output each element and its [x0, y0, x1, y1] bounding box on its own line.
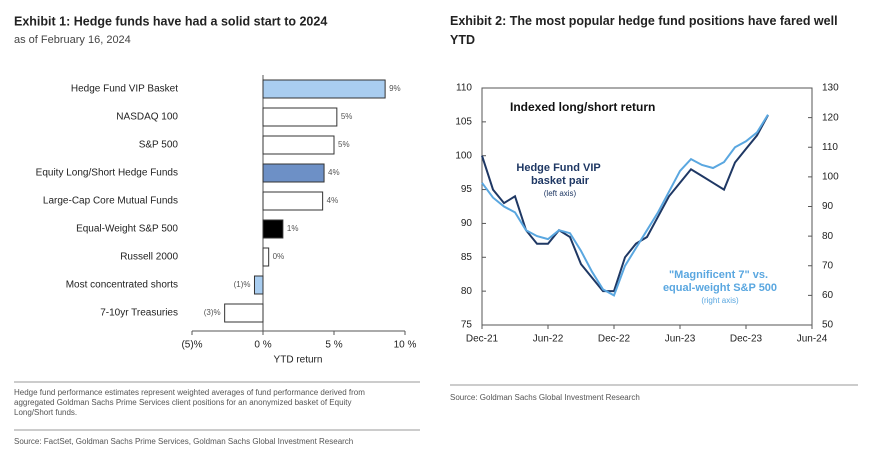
x-tick-label: Dec-23 [730, 334, 763, 345]
y2-tick-label: 50 [822, 320, 834, 331]
x-tick-label: Jun-23 [665, 334, 696, 345]
chart-title: Exhibit 1: Hedge funds have had a solid … [14, 14, 327, 28]
bar [253, 275, 264, 295]
category-label: Hedge Fund VIP Basket [71, 84, 178, 95]
y-tick-label: 75 [461, 320, 473, 331]
y-tick-label: 95 [461, 184, 473, 195]
category-label: Equal-Weight S&P 500 [76, 224, 178, 235]
y2-tick-label: 130 [822, 83, 839, 94]
footnote: Hedge fund performance estimates represe… [14, 388, 367, 417]
bar [262, 163, 325, 183]
x-tick-label: 10 % [394, 340, 417, 351]
y-tick-label: 80 [461, 286, 473, 297]
source: Source: Goldman Sachs Global Investment … [450, 393, 640, 402]
bar [262, 79, 386, 99]
series-line [481, 114, 769, 293]
y-tick-label: 100 [455, 150, 472, 161]
category-label: Russell 2000 [120, 252, 178, 263]
series-line [481, 114, 769, 297]
bar [262, 107, 338, 127]
category-label: Most concentrated shorts [66, 280, 178, 291]
series-note: (left axis) [544, 189, 577, 198]
value-label: 0% [273, 252, 285, 261]
x-axis-label: YTD return [274, 355, 323, 366]
bar [224, 303, 264, 323]
y-tick-label: 85 [461, 252, 473, 263]
y-tick-label: 105 [455, 116, 472, 127]
source: Source: FactSet, Goldman Sachs Prime Ser… [14, 437, 353, 446]
category-label: Equity Long/Short Hedge Funds [36, 168, 178, 179]
y2-tick-label: 100 [822, 172, 839, 183]
bar [262, 135, 335, 155]
x-tick-label: 0 % [254, 340, 271, 351]
y2-tick-label: 120 [822, 112, 839, 123]
x-tick-label: Dec-22 [598, 334, 631, 345]
y2-tick-label: 90 [822, 201, 834, 212]
value-label: 5% [341, 112, 353, 121]
x-tick-label: Jun-22 [533, 334, 564, 345]
bar [262, 219, 284, 239]
value-label: 9% [389, 84, 401, 93]
y-tick-label: 90 [461, 218, 473, 229]
value-label: (1)% [234, 280, 251, 289]
annotation: Indexed long/short return [510, 100, 655, 114]
x-tick-label: Jun-24 [797, 334, 828, 345]
value-label: 5% [338, 140, 350, 149]
category-label: Large-Cap Core Mutual Funds [43, 196, 178, 207]
value-label: 4% [327, 196, 339, 205]
value-label: 1% [287, 224, 299, 233]
series-label: "Magnificent 7" vs. equal-weight S&P 500 [663, 269, 777, 294]
y2-tick-label: 110 [822, 142, 838, 153]
chart-subtitle: as of February 16, 2024 [14, 34, 131, 46]
x-tick-label: Dec-21 [466, 334, 499, 345]
series-note: (right axis) [701, 296, 739, 305]
y2-tick-label: 60 [822, 290, 834, 301]
series-label: Hedge Fund VIP basket pair [516, 162, 603, 187]
category-label: S&P 500 [139, 140, 179, 151]
category-label: 7-10yr Treasuries [100, 308, 178, 319]
y2-tick-label: 80 [822, 231, 834, 242]
chart-title: Exhibit 2: The most popular hedge fund p… [450, 14, 841, 47]
value-label: 4% [328, 168, 340, 177]
category-label: NASDAQ 100 [116, 112, 178, 123]
y-tick-label: 110 [456, 83, 472, 94]
y2-tick-label: 70 [822, 260, 834, 271]
bar [262, 247, 270, 267]
bar [262, 191, 324, 211]
x-tick-label: (5)% [181, 340, 202, 351]
value-label: (3)% [204, 308, 221, 317]
x-tick-label: 5 % [325, 340, 342, 351]
